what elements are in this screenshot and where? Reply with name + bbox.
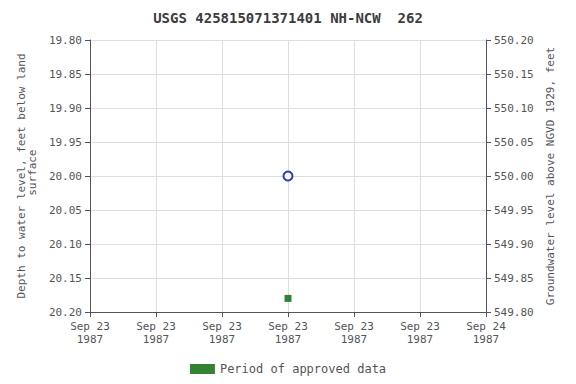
svg-text:1987: 1987: [473, 333, 500, 346]
svg-text:549.80: 549.80: [494, 306, 534, 319]
svg-text:549.95: 549.95: [494, 204, 534, 217]
svg-text:Sep 23: Sep 23: [334, 320, 374, 333]
svg-text:1987: 1987: [275, 333, 302, 346]
svg-text:Depth to water level, feet bel: Depth to water level, feet below land: [15, 53, 28, 299]
svg-text:Sep 24: Sep 24: [466, 320, 506, 333]
svg-text:Groundwater level above NGVD 1: Groundwater level above NGVD 1929, feet: [544, 47, 557, 305]
svg-text:20.05: 20.05: [49, 204, 82, 217]
svg-text:20.10: 20.10: [49, 238, 82, 251]
svg-text:1987: 1987: [143, 333, 170, 346]
svg-text:Sep 23: Sep 23: [400, 320, 440, 333]
svg-text:19.85: 19.85: [49, 68, 82, 81]
svg-text:549.85: 549.85: [494, 272, 534, 285]
svg-text:Sep 23: Sep 23: [268, 320, 308, 333]
svg-text:19.90: 19.90: [49, 102, 82, 115]
svg-text:USGS 425815071371401 NH-NCW 2: USGS 425815071371401 NH-NCW 262: [153, 10, 423, 26]
svg-text:Sep 23: Sep 23: [70, 320, 110, 333]
svg-text:550.15: 550.15: [494, 68, 534, 81]
svg-text:1987: 1987: [341, 333, 368, 346]
svg-text:Sep 23: Sep 23: [202, 320, 242, 333]
svg-text:20.15: 20.15: [49, 272, 82, 285]
svg-text:1987: 1987: [209, 333, 236, 346]
svg-text:20.20: 20.20: [49, 306, 82, 319]
svg-text:surface: surface: [26, 150, 39, 203]
svg-text:550.20: 550.20: [494, 34, 534, 47]
svg-text:550.10: 550.10: [494, 102, 534, 115]
svg-text:549.90: 549.90: [494, 238, 534, 251]
svg-text:Sep 23: Sep 23: [136, 320, 176, 333]
svg-text:550.05: 550.05: [494, 136, 534, 149]
svg-text:19.95: 19.95: [49, 136, 82, 149]
svg-text:19.80: 19.80: [49, 34, 82, 47]
svg-text:550.00: 550.00: [494, 170, 534, 183]
svg-text:Period of approved data: Period of approved data: [220, 362, 386, 376]
svg-text:20.00: 20.00: [49, 170, 82, 183]
svg-text:1987: 1987: [407, 333, 434, 346]
svg-text:1987: 1987: [77, 333, 104, 346]
